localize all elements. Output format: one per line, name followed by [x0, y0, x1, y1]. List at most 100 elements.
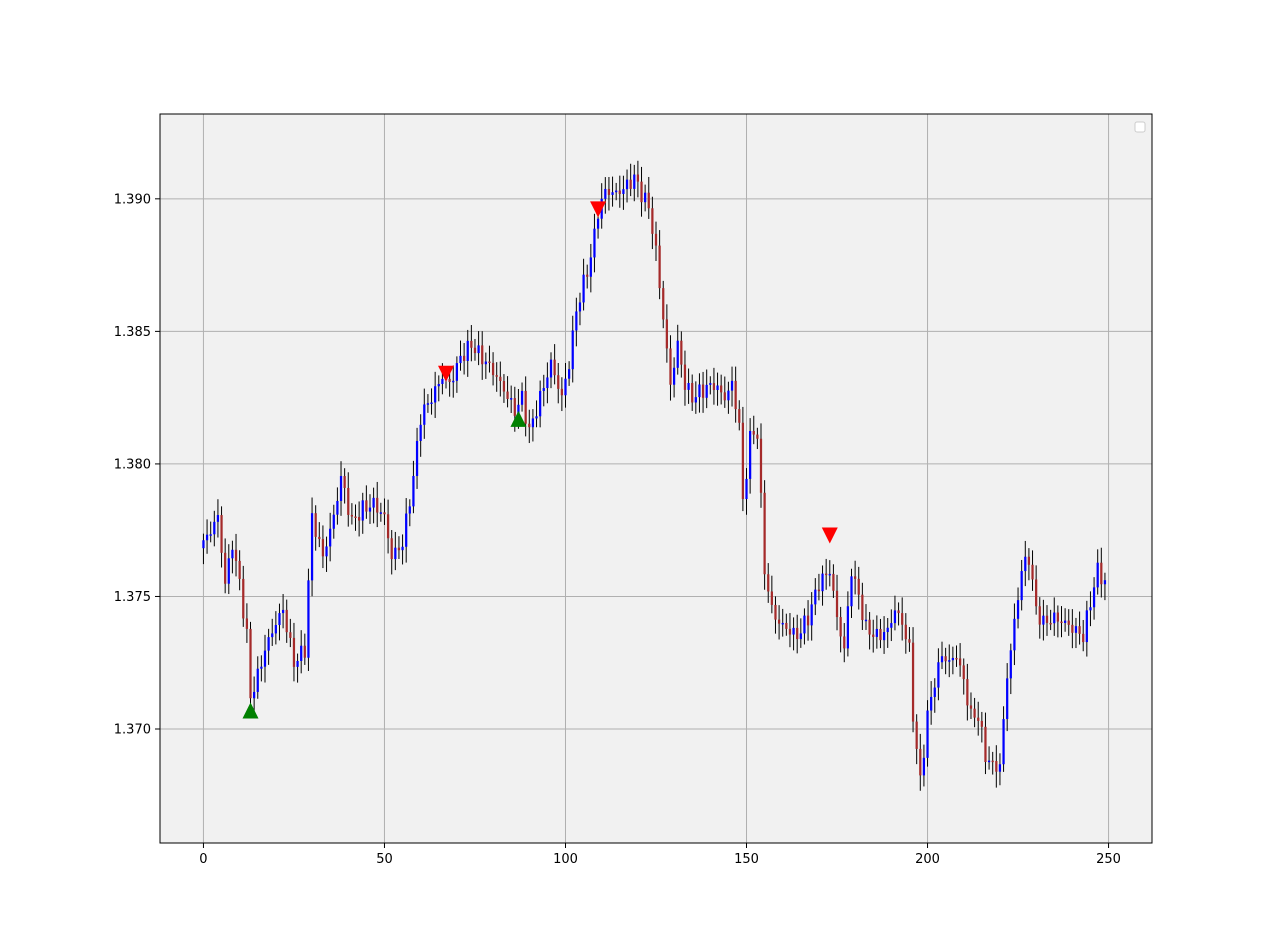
candle-body: [662, 288, 665, 320]
candle-body: [995, 761, 998, 772]
candle-body: [937, 662, 940, 688]
candle-body: [821, 573, 824, 592]
candle-body: [770, 591, 773, 605]
candle-body: [571, 330, 574, 370]
candle-body: [973, 708, 976, 718]
candle-body: [292, 637, 296, 667]
candle-body: [759, 438, 763, 493]
candle-body: [285, 609, 288, 633]
x-tick-label: 50: [376, 852, 393, 867]
candle-body: [633, 174, 636, 189]
candle-body: [687, 382, 690, 390]
candle-body: [1009, 650, 1012, 679]
candle-body: [861, 594, 864, 621]
candle-body: [1002, 719, 1005, 765]
candle-body: [897, 610, 900, 614]
candle-body: [347, 487, 350, 515]
x-tick-label: 150: [734, 852, 759, 867]
candle-body: [296, 660, 299, 667]
candle-body: [263, 650, 267, 667]
candle-body: [578, 302, 582, 312]
candle-body: [676, 340, 679, 368]
candle-body: [213, 521, 216, 535]
candle-body: [1067, 620, 1070, 625]
candle-body: [549, 359, 553, 378]
candle-body: [1042, 615, 1045, 625]
candle-body: [564, 378, 567, 396]
axis-ticks: 0 50 100 150 200 250 1.370 1.375 1.380 1.385 1.390: [114, 192, 1121, 867]
candle-body: [289, 632, 292, 638]
candle-body: [1031, 564, 1034, 580]
candle-body: [510, 398, 513, 400]
candle-body: [205, 534, 209, 541]
candle-body: [575, 311, 578, 331]
candle-body: [1074, 626, 1078, 633]
candle-body: [890, 623, 893, 628]
candle-body: [705, 384, 708, 398]
candle-body: [857, 578, 860, 595]
y-tick-label: 1.380: [114, 457, 151, 472]
candle-body: [336, 500, 339, 515]
y-tick-label: 1.385: [114, 325, 151, 340]
candle-body: [202, 540, 205, 549]
candle-body: [553, 359, 556, 376]
candle-body: [788, 628, 792, 635]
candle-body: [260, 666, 263, 669]
candle-body: [1103, 580, 1107, 585]
candle-body: [586, 274, 589, 277]
candle-body: [372, 497, 375, 508]
x-tick-label: 0: [199, 852, 207, 867]
candle-body: [1060, 621, 1063, 624]
legend-box: [1134, 121, 1146, 133]
candle-body: [466, 340, 469, 361]
candle-body: [473, 347, 477, 354]
candle-body: [1013, 618, 1016, 651]
candle-body: [401, 546, 404, 551]
candle-body: [520, 390, 524, 405]
candle-body: [977, 717, 980, 721]
candle-body: [531, 418, 535, 428]
candle-body: [1006, 678, 1009, 720]
candle-body: [604, 188, 607, 199]
sell-signal-marker: [821, 527, 838, 544]
candle-body: [683, 364, 687, 390]
candle-body: [506, 391, 509, 399]
candle-body: [691, 382, 694, 403]
candle-body: [781, 622, 784, 625]
candle-body: [513, 398, 516, 416]
candle-body: [966, 679, 969, 706]
candle-body: [803, 615, 806, 634]
grid-lines: [160, 114, 1152, 843]
candle-body: [430, 402, 433, 404]
candle-body: [752, 430, 755, 435]
candle-body: [774, 604, 777, 620]
candle-body: [654, 233, 658, 246]
candle-body: [796, 627, 799, 640]
candle-body: [314, 513, 317, 537]
candle-body: [488, 361, 491, 364]
candle-body: [307, 580, 310, 658]
candle-body: [915, 721, 918, 749]
candle-body: [832, 573, 835, 591]
candle-body: [397, 547, 401, 551]
candle-body: [394, 547, 397, 560]
candle-body: [484, 361, 487, 365]
candle-body: [234, 549, 238, 561]
candle-body: [810, 604, 813, 626]
x-tick-label: 200: [915, 852, 940, 867]
candle-body: [716, 385, 719, 391]
candle-body: [281, 609, 285, 614]
candle-body: [846, 606, 850, 649]
candle-body: [930, 696, 933, 711]
candle-body: [629, 179, 632, 189]
candle-body: [886, 627, 889, 633]
candle-body: [459, 355, 462, 364]
candle-body: [408, 506, 411, 514]
candle-body: [817, 589, 821, 592]
candle-body: [227, 558, 230, 584]
candle-body: [242, 578, 245, 619]
candle-body: [647, 192, 650, 209]
buy-signal-marker: [242, 702, 259, 719]
candle-body: [343, 476, 346, 488]
